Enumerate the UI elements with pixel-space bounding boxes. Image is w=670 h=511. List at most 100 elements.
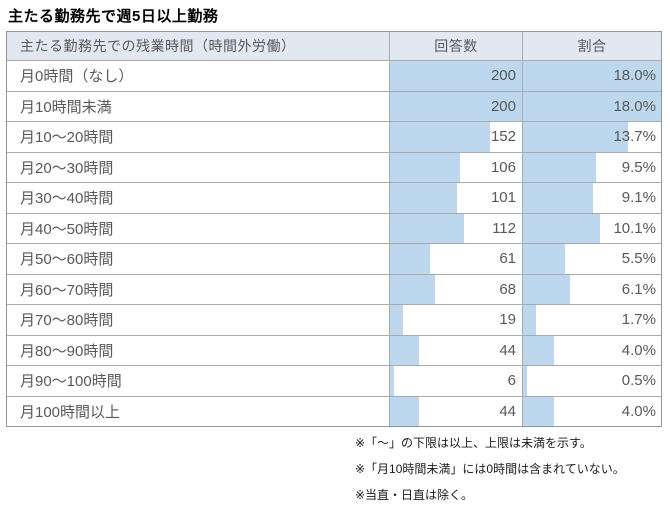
ratio-cell: 9.5%	[523, 152, 661, 182]
category-cell: 月10時間未満	[7, 91, 390, 121]
category-label: 月70～80時間	[20, 312, 114, 330]
ratio-cell: 9.1%	[523, 183, 661, 213]
table-body: 月0時間（なし） 200 18.0% 月10時間未満 200 18.0% 月10…	[7, 60, 661, 426]
count-value: 44	[499, 341, 516, 359]
count-value: 200	[490, 67, 516, 85]
count-cell: 44	[390, 396, 523, 426]
note-item: ※当直・日直は除く。	[355, 488, 474, 502]
count-value: 68	[499, 280, 516, 298]
count-value: 106	[490, 158, 516, 176]
ratio-value: 4.0%	[621, 402, 656, 420]
ratio-value: 6.1%	[621, 280, 656, 298]
category-label: 月30～40時間	[20, 190, 114, 208]
table-row: 月10～20時間 152 13.7%	[7, 121, 661, 152]
count-bar	[390, 91, 522, 121]
table-row: 月50～60時間 61 5.5%	[7, 243, 661, 274]
header-category: 主たる勤務先での残業時間（時間外労働）	[7, 32, 390, 60]
ratio-value: 10.1%	[613, 219, 656, 237]
ratio-value: 18.0%	[613, 97, 656, 115]
count-cell: 112	[390, 213, 523, 243]
category-cell: 月50～60時間	[7, 244, 390, 274]
category-cell: 月40～50時間	[7, 213, 390, 243]
category-label: 月50～60時間	[20, 251, 114, 269]
count-cell: 61	[390, 244, 523, 274]
ratio-value: 13.7%	[613, 128, 656, 146]
ratio-bar	[523, 91, 661, 121]
ratio-cell: 5.5%	[523, 244, 661, 274]
category-label: 月60～70時間	[20, 281, 114, 299]
ratio-value: 0.5%	[621, 372, 656, 390]
count-bar	[390, 244, 431, 274]
ratio-cell: 18.0%	[523, 91, 661, 121]
ratio-bar	[523, 396, 554, 426]
ratio-bar	[523, 366, 527, 396]
table-row: 月0時間（なし） 200 18.0%	[7, 60, 661, 91]
ratio-cell: 1.7%	[523, 305, 661, 335]
category-label: 月80～90時間	[20, 342, 114, 360]
count-cell: 19	[390, 305, 523, 335]
overtime-table: 主たる勤務先での残業時間（時間外労働） 回答数 割合 月0時間（なし） 200 …	[6, 31, 662, 427]
ratio-bar	[523, 122, 629, 152]
table-row: 月30～40時間 101 9.1%	[7, 182, 661, 213]
count-value: 19	[499, 311, 516, 329]
category-cell: 月70～80時間	[7, 305, 390, 335]
count-value: 200	[490, 97, 516, 115]
ratio-bar	[523, 335, 554, 365]
category-label: 月40～50時間	[20, 220, 114, 238]
ratio-cell: 13.7%	[523, 122, 661, 152]
ratio-bar	[523, 152, 596, 182]
count-bar	[390, 366, 394, 396]
category-label: 月100時間以上	[20, 403, 121, 421]
table-row: 月60～70時間 68 6.1%	[7, 273, 661, 304]
ratio-value: 1.7%	[621, 311, 656, 329]
count-value: 152	[490, 128, 516, 146]
ratio-value: 18.0%	[613, 67, 656, 85]
table-row: 月10時間未満 200 18.0%	[7, 90, 661, 121]
ratio-value: 4.0%	[621, 341, 656, 359]
table-row: 月20～30時間 106 9.5%	[7, 151, 661, 182]
count-value: 112	[492, 219, 516, 237]
category-cell: 月20～30時間	[7, 152, 390, 182]
count-value: 44	[499, 402, 516, 420]
count-bar	[390, 152, 460, 182]
count-cell: 200	[390, 61, 523, 91]
count-cell: 101	[390, 183, 523, 213]
category-label: 月0時間（なし）	[20, 68, 134, 86]
header-count: 回答数	[390, 32, 523, 60]
table-header-row: 主たる勤務先での残業時間（時間外労働） 回答数 割合	[7, 32, 661, 60]
ratio-cell: 10.1%	[523, 213, 661, 243]
note-item: ※「月10時間未満」には0時間は含まれていない。	[355, 462, 625, 476]
header-category-label: 主たる勤務先での残業時間（時間外労働）	[20, 38, 296, 54]
ratio-cell: 6.1%	[523, 274, 661, 304]
table-row: 月80～90時間 44 4.0%	[7, 334, 661, 365]
count-cell: 106	[390, 152, 523, 182]
table-row: 月90～100時間 6 0.5%	[7, 365, 661, 396]
count-value: 101	[490, 189, 516, 207]
ratio-bar	[523, 274, 570, 304]
count-cell: 44	[390, 335, 523, 365]
table-row: 月40～50時間 112 10.1%	[7, 212, 661, 243]
category-cell: 月60～70時間	[7, 274, 390, 304]
category-label: 月90～100時間	[20, 373, 122, 391]
category-cell: 月100時間以上	[7, 396, 390, 426]
header-ratio-label: 割合	[577, 38, 607, 54]
category-label: 月20～30時間	[20, 159, 114, 177]
count-value: 61	[499, 250, 516, 268]
note-item: ※「～」の下限は以上、上限は未満を示す。	[355, 436, 592, 450]
count-value: 6	[507, 372, 516, 390]
category-cell: 月80～90時間	[7, 335, 390, 365]
page-title: 主たる勤務先で週5日以上勤務	[8, 8, 219, 25]
category-label: 月10時間未満	[20, 98, 112, 116]
count-cell: 68	[390, 274, 523, 304]
ratio-cell: 4.0%	[523, 335, 661, 365]
category-label: 月10～20時間	[20, 129, 114, 147]
header-ratio: 割合	[523, 32, 661, 60]
ratio-bar	[523, 183, 593, 213]
category-cell: 月90～100時間	[7, 366, 390, 396]
table-row: 月100時間以上 44 4.0%	[7, 395, 661, 426]
ratio-bar	[523, 305, 537, 335]
count-bar	[390, 183, 457, 213]
category-cell: 月0時間（なし）	[7, 61, 390, 91]
ratio-bar	[523, 213, 601, 243]
